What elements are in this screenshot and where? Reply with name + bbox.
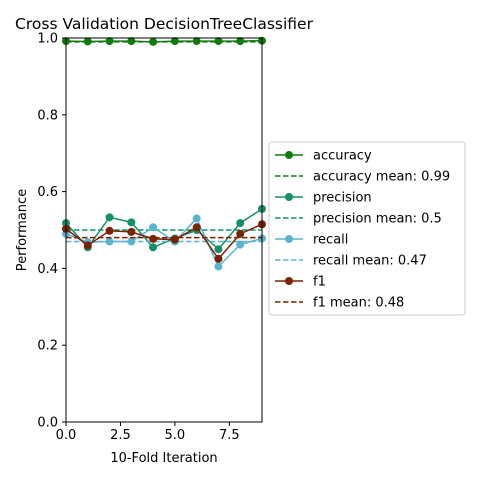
precision-point: [149, 243, 158, 252]
x-tick-label: 7.5: [219, 428, 240, 443]
accuracy-point: [149, 37, 158, 46]
axes-frame: [65, 37, 263, 423]
accuracy-point: [236, 37, 245, 46]
recall-point: [149, 223, 158, 232]
accuracy-legend-label: accuracy: [313, 149, 372, 164]
y-tick-label: 0.6: [37, 185, 58, 200]
precision-mean-legend-label: precision mean: 0.5: [313, 212, 442, 227]
recall-line: [65, 217, 263, 268]
x-tick-label: 5.0: [165, 428, 186, 443]
f1-point: [149, 234, 158, 243]
y-tick-label: 1.0: [37, 32, 58, 47]
recall-point: [236, 240, 245, 249]
f1-legend-label: f1: [313, 275, 326, 290]
f1-line: [65, 223, 263, 261]
f1-point: [83, 241, 92, 250]
f1-point: [105, 226, 114, 235]
recall-point: [214, 262, 223, 271]
recall-point: [127, 237, 136, 246]
precision-legend-marker: [285, 193, 293, 201]
accuracy-point: [214, 37, 223, 46]
recall-legend-label: recall: [313, 233, 348, 248]
accuracy-point: [170, 37, 179, 46]
precision-point: [236, 219, 245, 228]
recall-mean-legend-label: recall mean: 0.47: [313, 254, 427, 269]
f1-legend-marker: [285, 277, 293, 285]
plot-area: 0.0 2.5 5.0 7.5 0.0 0.2 0.4 0.6 0.8 1.0: [37, 32, 266, 443]
x-tick-label: 0.0: [56, 428, 77, 443]
f1-point: [192, 223, 201, 232]
accuracy-line: [65, 39, 263, 43]
f1-mean-legend-label: f1 mean: 0.48: [313, 296, 404, 311]
x-tick-label: 2.5: [110, 428, 131, 443]
legend-box: [268, 141, 466, 316]
precision-line: [65, 208, 263, 251]
accuracy-point: [192, 37, 201, 46]
f1-point: [127, 227, 136, 236]
precision-point: [127, 218, 136, 227]
recall-point: [105, 237, 114, 246]
f1-point: [170, 235, 179, 244]
accuracy-point: [127, 37, 136, 46]
y-tick-label: 0.4: [37, 262, 58, 277]
accuracy-point: [105, 37, 114, 46]
precision-legend-label: precision: [313, 191, 372, 206]
y-axis-label: Performance: [15, 189, 30, 271]
x-axis-label: 10-Fold Iteration: [110, 451, 217, 466]
legend: accuracy accuracy mean: 0.99 precision prec…: [268, 141, 466, 316]
accuracy-point: [83, 37, 92, 46]
f1-point: [236, 229, 245, 238]
y-tick-label: 0.2: [37, 339, 58, 354]
recall-point: [192, 214, 201, 223]
accuracy-mean-legend-label: accuracy mean: 0.99: [313, 170, 450, 185]
chart-title: Cross Validation DecisionTreeClassifier: [15, 15, 314, 33]
f1-point: [214, 254, 223, 263]
y-tick-label: 0.0: [37, 416, 58, 431]
precision-point: [214, 245, 223, 254]
precision-point: [105, 213, 114, 222]
recall-legend-marker: [285, 235, 293, 243]
accuracy-legend-marker: [285, 151, 293, 159]
y-tick-label: 0.8: [37, 108, 58, 123]
